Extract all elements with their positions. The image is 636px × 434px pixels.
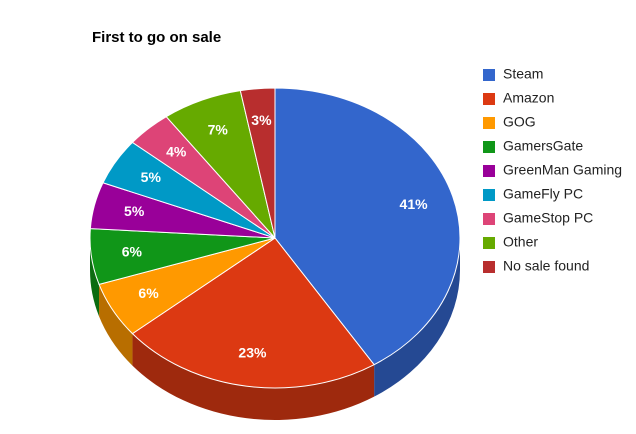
legend-label: Steam — [503, 66, 543, 82]
legend-swatch — [483, 165, 495, 177]
pie-slice-side — [374, 238, 460, 397]
pie-slice — [239, 87, 276, 239]
legend-label: GOG — [503, 114, 536, 130]
legend-swatch — [483, 93, 495, 105]
pie-slice-side — [99, 284, 133, 366]
legend-swatch — [483, 261, 495, 273]
data-label: 7% — [208, 121, 229, 137]
data-label: 41% — [400, 196, 429, 212]
data-label: 5% — [124, 203, 145, 219]
legend-label: GameFly PC — [503, 186, 583, 202]
legend-swatch — [483, 69, 495, 81]
legend-label: GreenMan Gaming — [503, 162, 622, 178]
data-label: 6% — [138, 285, 159, 301]
data-label: 4% — [166, 143, 187, 159]
legend-swatch — [483, 141, 495, 153]
chart-title: First to go on sale — [92, 29, 221, 46]
pie-slice — [274, 87, 461, 366]
legend-swatch — [483, 237, 495, 249]
data-label: 23% — [238, 344, 267, 360]
legend-swatch — [483, 189, 495, 201]
legend-swatch — [483, 117, 495, 129]
pie-slice — [131, 237, 375, 389]
legend-label: Other — [503, 234, 538, 250]
legend-label: No sale found — [503, 258, 589, 274]
pie-slice-side — [90, 238, 100, 317]
data-label: 3% — [251, 112, 272, 128]
data-label: 5% — [141, 169, 162, 185]
data-label: 6% — [122, 243, 143, 259]
legend-swatch — [483, 213, 495, 225]
legend-label: GamersGate — [503, 138, 583, 154]
legend-label: Amazon — [503, 90, 554, 106]
legend-label: GameStop PC — [503, 210, 593, 226]
pie-slice-side — [132, 333, 375, 421]
